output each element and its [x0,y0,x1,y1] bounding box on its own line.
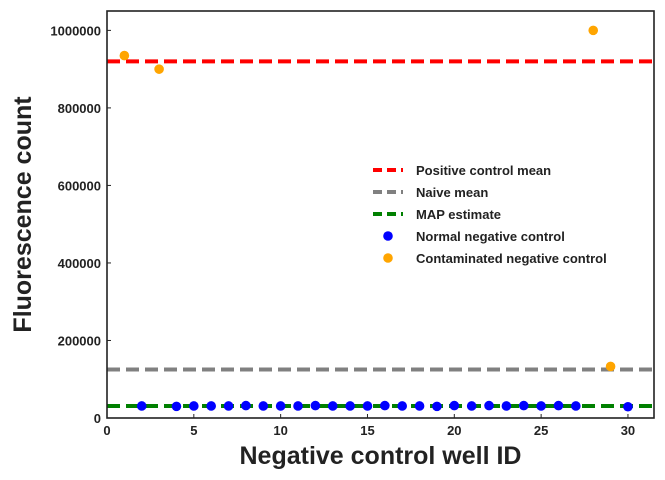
y-tick-label-2: 400000 [58,256,101,271]
normal-point-8 [293,401,303,411]
normal-point-16 [432,401,442,412]
normal-point-12 [362,401,373,411]
normal-point-22 [536,401,546,411]
normal-point-7 [275,401,286,411]
x-tick-label-0: 0 [103,423,110,438]
contaminated-point-0 [119,50,130,61]
normal-point-25 [623,401,633,412]
legend-label-0: Positive control mean [416,163,551,178]
normal-point-1 [171,401,182,412]
x-axis-label: Negative control well ID [239,442,521,470]
legend: Positive control mean Naive mean MAP estim… [373,163,607,266]
normal-point-21 [518,400,529,411]
normal-point-18 [466,401,477,411]
y-tick-label-5: 1000000 [50,23,101,38]
y-tick-label-4: 800000 [58,101,101,116]
axes-frame [106,10,655,419]
normal-point-2 [189,401,199,411]
contaminated-point-3 [605,361,616,372]
legend-symbol-3 [383,231,393,241]
normal-point-13 [380,400,390,411]
y-axis-ticks: 0 200000 400000 600000 800000 1000000 [50,23,111,426]
x-tick-label-5: 25 [534,423,548,438]
normal-point-9 [310,400,321,411]
normal-point-23 [553,400,564,411]
contaminated-point-1 [154,64,164,74]
plot-area [107,25,654,412]
normal-point-19 [484,400,494,411]
legend-label-3: Normal negative control [416,229,565,244]
normal-point-10 [327,401,338,411]
y-tick-label-0: 0 [94,411,101,426]
normal-point-17 [449,400,460,411]
normal-point-5 [241,400,251,411]
legend-label-2: MAP estimate [416,207,501,222]
contaminated-point-2 [588,25,599,36]
normal-point-4 [223,401,234,411]
normal-point-6 [258,401,269,411]
legend-label-4: Contaminated negative control [416,251,607,266]
normal-point-15 [414,401,425,411]
normal-point-11 [345,401,355,411]
y-tick-label-3: 600000 [58,178,101,193]
x-tick-label-6: 30 [621,423,635,438]
normal-point-14 [397,401,408,411]
x-tick-label-3: 15 [360,423,374,438]
normal-point-0 [136,401,147,411]
x-tick-label-1: 5 [190,423,197,438]
normal-point-3 [206,401,216,411]
y-tick-label-1: 200000 [58,333,101,348]
legend-label-1: Naive mean [416,185,488,200]
x-axis-ticks: 0 5 10 15 20 25 30 [103,414,635,438]
y-axis-label: Fluorescence count [9,96,37,333]
normal-point-24 [571,401,581,411]
x-tick-label-2: 10 [273,423,287,438]
legend-symbol-4 [383,253,393,263]
normal-point-20 [501,401,512,411]
x-tick-label-4: 20 [447,423,461,438]
